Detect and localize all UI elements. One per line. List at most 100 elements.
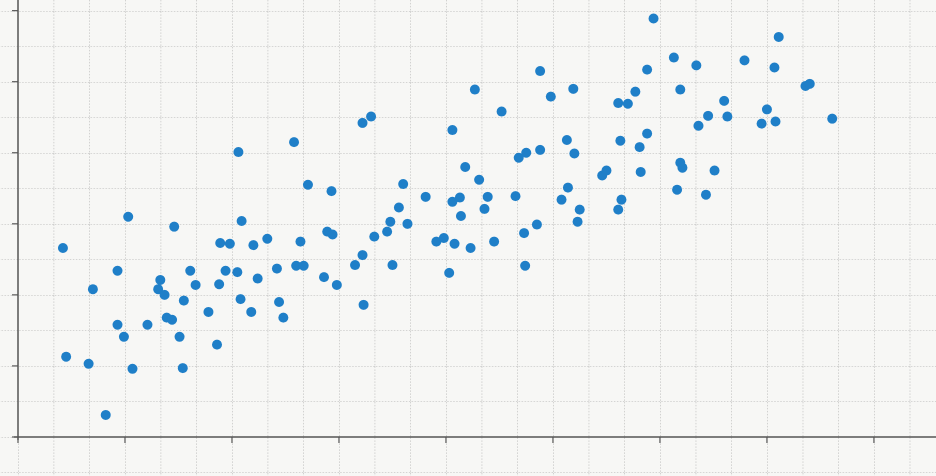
point — [535, 144, 546, 155]
point — [469, 84, 480, 95]
point — [203, 306, 214, 317]
point — [447, 196, 458, 207]
point — [326, 186, 337, 197]
point — [278, 312, 289, 323]
point — [568, 83, 579, 94]
point — [769, 62, 780, 73]
point — [535, 66, 546, 77]
point — [630, 86, 641, 97]
point — [827, 113, 838, 124]
point — [289, 137, 300, 148]
point — [431, 236, 442, 247]
point — [635, 166, 646, 177]
point — [672, 184, 683, 195]
point — [398, 179, 409, 190]
point — [212, 339, 223, 350]
point — [455, 211, 466, 222]
point — [214, 279, 225, 290]
point — [100, 409, 111, 420]
point — [613, 204, 624, 215]
point — [252, 273, 263, 284]
point — [220, 265, 231, 276]
point — [385, 216, 396, 227]
point — [761, 104, 772, 115]
point — [357, 250, 368, 261]
point — [153, 284, 164, 295]
point — [57, 242, 68, 253]
point — [648, 13, 659, 24]
point — [615, 135, 626, 146]
point — [482, 191, 493, 202]
point — [465, 242, 476, 253]
point — [262, 233, 273, 244]
point — [773, 31, 784, 42]
point — [112, 265, 123, 276]
point — [248, 240, 259, 251]
point — [722, 111, 733, 122]
point — [185, 265, 196, 276]
point — [327, 229, 338, 240]
point — [291, 260, 302, 271]
point — [613, 98, 624, 109]
point — [382, 226, 393, 237]
point — [531, 219, 542, 230]
point — [700, 189, 711, 200]
point — [474, 174, 485, 185]
point — [703, 110, 714, 121]
point — [510, 191, 521, 202]
point — [127, 363, 138, 374]
point — [545, 91, 556, 102]
point — [271, 263, 282, 274]
point — [118, 331, 129, 342]
point — [235, 294, 246, 305]
point — [447, 125, 458, 136]
point — [159, 289, 170, 300]
point — [169, 221, 180, 232]
point — [178, 295, 189, 306]
point — [449, 238, 460, 249]
point — [556, 194, 567, 205]
point — [357, 117, 368, 128]
point — [460, 161, 471, 172]
point — [668, 52, 679, 63]
point — [642, 64, 653, 75]
point — [236, 215, 247, 226]
point — [438, 233, 449, 244]
point — [167, 314, 178, 325]
point — [520, 260, 531, 271]
point — [366, 111, 377, 122]
point — [444, 267, 455, 278]
point — [622, 98, 633, 109]
point — [298, 260, 309, 271]
point — [804, 78, 815, 89]
point — [756, 118, 767, 129]
point — [616, 194, 627, 205]
point — [302, 179, 313, 190]
point — [224, 238, 235, 249]
point — [489, 236, 500, 247]
point — [350, 260, 361, 271]
point — [155, 274, 166, 285]
point — [402, 218, 413, 229]
point — [393, 202, 404, 213]
point — [142, 319, 153, 330]
point — [572, 216, 583, 227]
point — [675, 84, 686, 95]
point — [709, 165, 720, 176]
point — [719, 95, 730, 106]
point — [479, 203, 490, 214]
point — [233, 147, 244, 158]
point — [569, 148, 580, 159]
point — [519, 228, 530, 239]
point — [562, 182, 573, 193]
point — [61, 351, 72, 362]
point — [691, 60, 702, 71]
point — [331, 279, 342, 290]
point — [454, 192, 465, 203]
point — [634, 142, 645, 153]
point — [387, 260, 398, 271]
point — [770, 116, 781, 127]
point — [693, 120, 704, 131]
